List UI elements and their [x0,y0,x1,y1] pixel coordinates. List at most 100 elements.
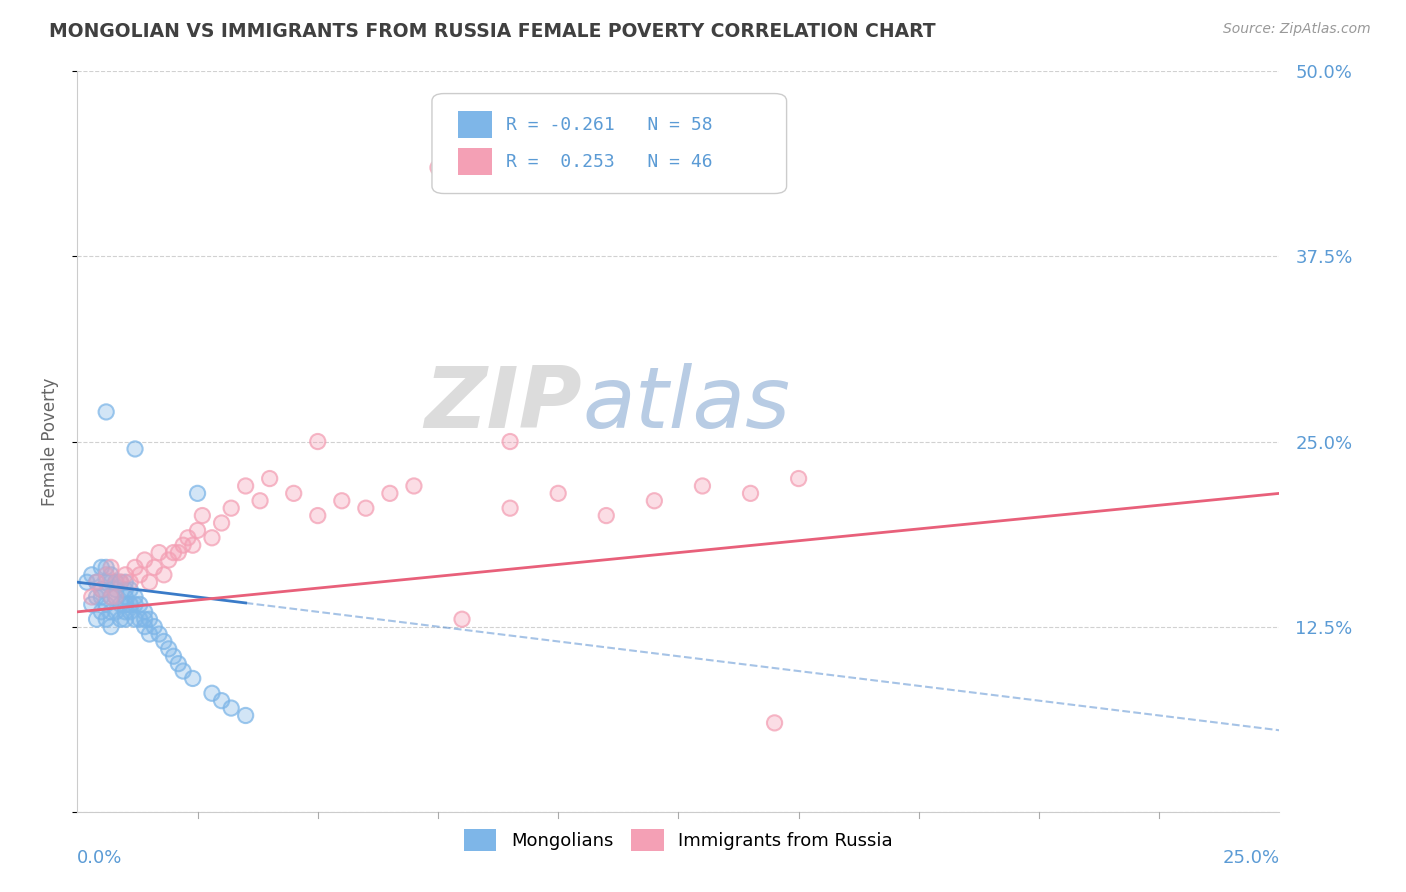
Point [201,531,224,545]
Point [124,442,146,456]
Point [110,575,132,590]
Point [114,598,136,612]
Point [90,590,112,604]
Point [114,598,136,612]
Point [138,575,160,590]
Point [177,531,200,545]
Point [114,575,136,590]
Point [307,434,329,449]
Point [211,694,233,708]
Point [167,546,190,560]
Point [128,598,150,612]
Point [120,582,142,597]
Point [114,590,136,604]
Point [134,619,156,633]
Point [134,612,156,626]
Point [307,434,329,449]
Point [124,590,146,604]
Point [191,508,214,523]
Point [787,471,810,485]
Point [143,619,166,633]
Point [120,605,142,619]
Point [595,508,617,523]
Text: 0.0%: 0.0% [77,849,122,867]
Point [86,612,108,626]
Point [186,524,209,538]
Point [148,546,170,560]
Point [143,560,166,574]
Point [100,619,122,633]
Text: atlas: atlas [582,363,790,446]
Point [787,471,810,485]
Text: Source: ZipAtlas.com: Source: ZipAtlas.com [1223,22,1371,37]
Point [330,493,353,508]
Point [740,486,762,500]
Point [90,582,112,597]
Point [124,612,146,626]
Point [235,479,257,493]
Point [120,582,142,597]
Point [114,612,136,626]
Point [157,641,180,656]
Point [104,590,127,604]
Point [499,434,522,449]
Point [172,664,194,678]
Point [167,657,190,671]
Point [162,649,184,664]
Point [110,598,132,612]
Point [114,612,136,626]
Point [219,501,242,516]
Point [76,575,98,590]
Point [692,479,714,493]
Point [114,582,136,597]
Point [148,627,170,641]
Text: R =  0.253   N = 46: R = 0.253 N = 46 [506,153,713,170]
Point [104,590,127,604]
Point [354,501,377,516]
Point [402,479,425,493]
Point [104,582,127,597]
Text: R = -0.261   N = 58: R = -0.261 N = 58 [506,116,713,134]
Point [90,605,112,619]
Point [76,575,98,590]
Point [124,560,146,574]
Point [499,501,522,516]
Bar [458,148,492,175]
Point [90,582,112,597]
Point [134,619,156,633]
Point [86,575,108,590]
Point [162,546,184,560]
Point [763,715,786,730]
Point [104,590,127,604]
Point [110,612,132,626]
Point [96,405,118,419]
Point [499,501,522,516]
Bar [458,112,492,138]
Point [134,612,156,626]
Point [172,538,194,552]
Point [90,560,112,574]
Point [547,486,569,500]
Point [191,508,214,523]
Point [330,493,353,508]
Point [104,575,127,590]
Point [104,605,127,619]
Point [120,605,142,619]
Point [181,672,204,686]
Point [128,612,150,626]
Point [378,486,401,500]
FancyBboxPatch shape [432,94,786,194]
Point [211,516,233,530]
Point [740,486,762,500]
Point [138,612,160,626]
Point [80,567,103,582]
Point [96,612,118,626]
Point [167,546,190,560]
Point [186,486,209,500]
Point [167,657,190,671]
Point [451,612,474,626]
Point [90,582,112,597]
Point [96,598,118,612]
Text: MONGOLIAN VS IMMIGRANTS FROM RUSSIA FEMALE POVERTY CORRELATION CHART: MONGOLIAN VS IMMIGRANTS FROM RUSSIA FEMA… [49,22,936,41]
Point [110,575,132,590]
